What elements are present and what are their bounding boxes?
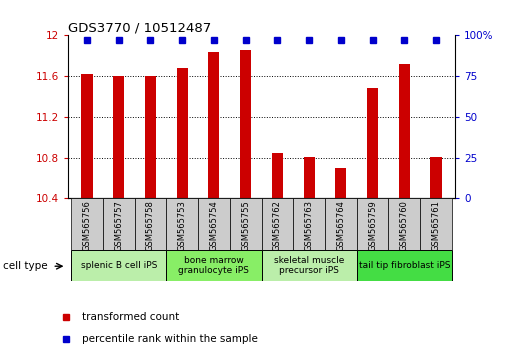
Text: GSM565754: GSM565754 — [209, 200, 219, 251]
Bar — [262, 250, 357, 281]
Bar — [103, 198, 134, 250]
Bar — [367, 88, 378, 198]
Text: GSM565759: GSM565759 — [368, 200, 377, 251]
Bar — [357, 198, 389, 250]
Bar — [198, 198, 230, 250]
Text: GSM565764: GSM565764 — [336, 200, 345, 251]
Text: percentile rank within the sample: percentile rank within the sample — [82, 334, 258, 344]
Bar — [303, 156, 315, 198]
Bar — [177, 68, 188, 198]
Bar — [71, 250, 166, 281]
Bar — [357, 250, 452, 281]
Bar — [134, 198, 166, 250]
Bar — [166, 250, 262, 281]
Text: GSM565757: GSM565757 — [114, 200, 123, 251]
Bar — [71, 198, 103, 250]
Text: cell type: cell type — [3, 261, 47, 271]
Text: GSM565763: GSM565763 — [304, 200, 314, 251]
Text: skeletal muscle
precursor iPS: skeletal muscle precursor iPS — [274, 256, 344, 275]
Text: GSM565758: GSM565758 — [146, 200, 155, 251]
Text: splenic B cell iPS: splenic B cell iPS — [81, 261, 157, 270]
Bar — [240, 50, 251, 198]
Text: GSM565755: GSM565755 — [241, 200, 250, 251]
Text: GSM565760: GSM565760 — [400, 200, 409, 251]
Bar — [166, 198, 198, 250]
Text: GSM565761: GSM565761 — [431, 200, 440, 251]
Text: transformed count: transformed count — [82, 312, 179, 322]
Text: bone marrow
granulocyte iPS: bone marrow granulocyte iPS — [178, 256, 249, 275]
Bar — [262, 198, 293, 250]
Bar — [335, 168, 346, 198]
Bar — [420, 198, 452, 250]
Text: GSM565762: GSM565762 — [273, 200, 282, 251]
Bar — [399, 64, 410, 198]
Bar — [208, 52, 220, 198]
Bar — [389, 198, 420, 250]
Bar — [272, 154, 283, 198]
Text: GDS3770 / 10512487: GDS3770 / 10512487 — [68, 21, 211, 34]
Text: GSM565753: GSM565753 — [178, 200, 187, 251]
Bar — [145, 76, 156, 198]
Bar — [82, 74, 93, 198]
Bar — [293, 198, 325, 250]
Bar — [113, 76, 124, 198]
Text: GSM565756: GSM565756 — [83, 200, 92, 251]
Bar — [430, 156, 441, 198]
Text: tail tip fibroblast iPS: tail tip fibroblast iPS — [358, 261, 450, 270]
Bar — [325, 198, 357, 250]
Bar — [230, 198, 262, 250]
